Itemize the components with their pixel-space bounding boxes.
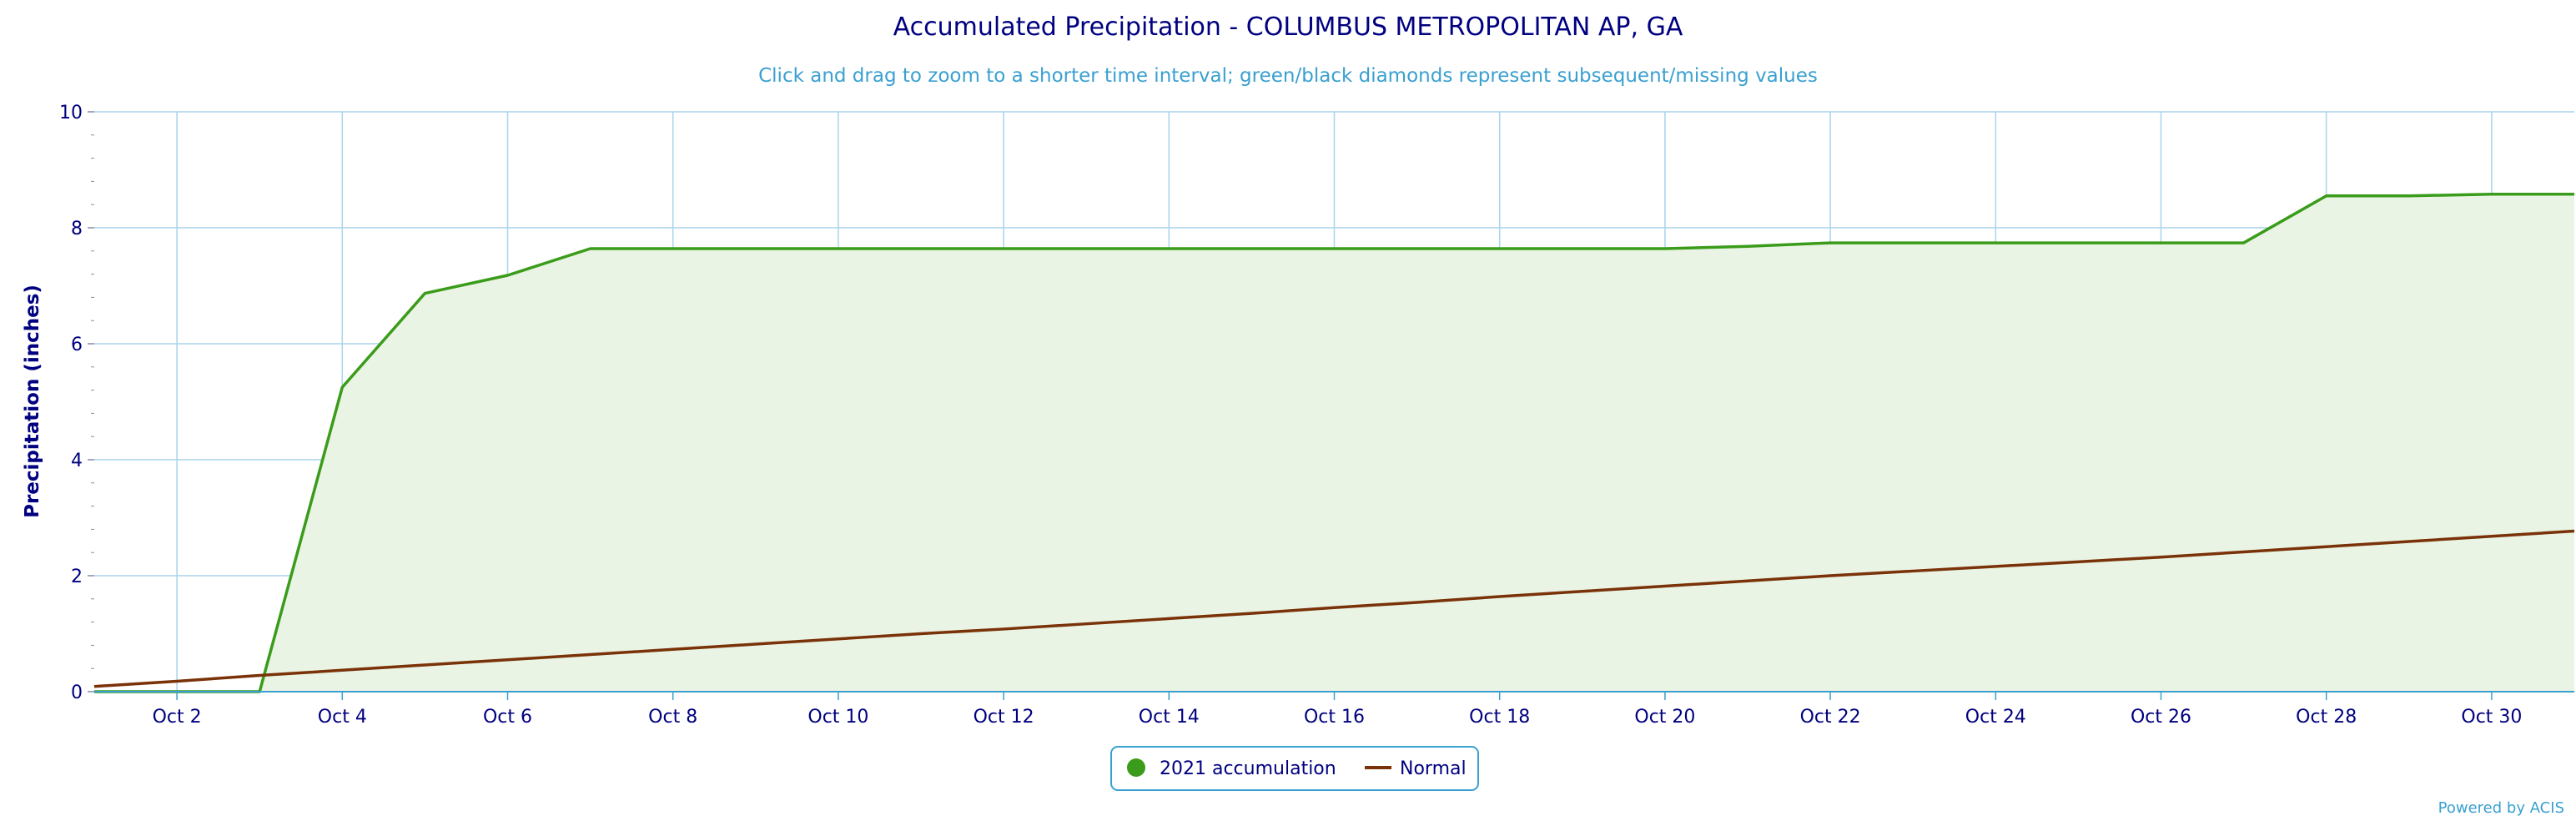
credits-link[interactable]: Powered by ACIS [2438,799,2564,817]
accumulation-point-30[interactable] [2488,191,2495,198]
normal-point-22[interactable] [1827,572,1834,579]
legend-label-normal: Normal [1400,758,1467,779]
x-tick-label-10: Oct 10 [808,707,868,728]
x-tick-label-18: Oct 18 [1469,707,1530,728]
accumulation-point-17[interactable] [1414,245,1421,252]
accumulation-point-27[interactable] [2241,239,2247,246]
normal-point-5[interactable] [421,662,428,668]
accumulation-point-14[interactable] [1165,245,1172,252]
normal-point-25[interactable] [2075,558,2081,565]
accumulation-point-13[interactable] [1083,245,1089,252]
normal-point-8[interactable] [670,646,677,652]
normal-point-23[interactable] [1909,567,1916,574]
normal-point-13[interactable] [1083,621,1089,627]
x-tick-label-12: Oct 12 [974,707,1034,728]
normal-point-6[interactable] [505,657,511,663]
x-tick-label-16: Oct 16 [1304,707,1365,728]
accumulation-point-8[interactable] [670,245,677,252]
legend-item-2021-accumulation[interactable]: 2021 accumulation [1127,758,1336,779]
normal-point-29[interactable] [2406,538,2412,545]
normal-point-1[interactable] [91,683,98,690]
normal-point-19[interactable] [1579,588,1586,595]
x-tick-label-24: Oct 24 [1965,707,2026,728]
normal-point-20[interactable] [1662,583,1668,590]
accumulation-point-29[interactable] [2406,193,2412,199]
accumulation-point-15[interactable] [1248,245,1255,252]
x-tick-label-4: Oct 4 [318,707,367,728]
normal-point-4[interactable] [339,667,345,673]
series-layer [91,191,2575,693]
normal-point-30[interactable] [2488,533,2495,540]
accumulation-point-25[interactable] [2075,239,2081,246]
y-tick-label-6: 6 [71,335,83,355]
accumulation-point-21[interactable] [1744,243,1751,249]
x-axis: Oct 2 Oct 4 Oct 6 Oct 8 Oct 10 Oct 12 Oct 14 Oc… [94,691,2574,728]
legend-marker-2021-accumulation [1127,758,1145,777]
normal-point-26[interactable] [2158,554,2165,561]
x-tick-label-28: Oct 28 [2296,707,2357,728]
y-tick-label-0: 0 [71,682,83,703]
normal-point-24[interactable] [1992,563,1999,570]
chart-title: Accumulated Precipitation - COLUMBUS MET… [893,13,1683,42]
accumulation-point-16[interactable] [1331,245,1338,252]
y-axis-label: Precipitation (inches) [22,285,43,518]
series-line-normal[interactable] [93,529,2575,688]
normal-point-11[interactable] [918,631,924,637]
x-tick-label-22: Oct 22 [1800,707,1861,728]
y-tick-label-2: 2 [71,567,83,587]
accumulation-point-24[interactable] [1992,239,1999,246]
y-tick-label-4: 4 [71,451,83,471]
legend-label-2021-accumulation: 2021 accumulation [1160,758,1336,779]
accumulation-point-9[interactable] [752,245,759,252]
accumulation-point-19[interactable] [1579,245,1586,252]
normal-point-7[interactable] [587,652,594,658]
x-tick-label-8: Oct 8 [648,707,697,728]
accumulation-point-23[interactable] [1909,239,1916,246]
accumulation-point-7[interactable] [587,245,594,252]
normal-point-18[interactable] [1497,593,1503,600]
legend[interactable]: 2021 accumulation Normal [1110,746,1479,791]
accumulation-point-6[interactable] [505,272,511,279]
legend-item-normal[interactable]: Normal [1365,758,1467,779]
y-tick-label-10: 10 [59,103,83,123]
normal-point-27[interactable] [2241,549,2247,556]
x-tick-label-6: Oct 6 [483,707,532,728]
accumulation-point-12[interactable] [1000,245,1007,252]
normal-point-9[interactable] [752,641,759,647]
x-tick-label-2: Oct 2 [153,707,202,728]
normal-point-3[interactable] [256,672,263,679]
accumulation-point-4[interactable] [339,384,345,390]
accumulation-point-28[interactable] [2323,193,2330,199]
x-tick-label-14: Oct 14 [1139,707,1200,728]
normal-point-16[interactable] [1331,604,1338,611]
normal-point-10[interactable] [835,636,842,642]
accumulation-point-18[interactable] [1497,245,1503,252]
normal-point-2[interactable] [174,677,180,684]
accumulation-point-22[interactable] [1827,239,1834,246]
normal-point-14[interactable] [1165,615,1172,622]
normal-point-21[interactable] [1744,577,1751,584]
normal-point-28[interactable] [2323,543,2330,550]
x-tick-label-30: Oct 30 [2461,707,2522,728]
normal-point-17[interactable] [1414,599,1421,606]
chart-subtitle: Click and drag to zoom to a shorter time… [758,65,1818,87]
y-tick-label-8: 8 [71,219,83,239]
accumulation-point-20[interactable] [1662,245,1668,252]
series-line-2021-accumulation[interactable] [94,192,2574,693]
legend-box [1110,746,1479,791]
x-tick-label-20: Oct 20 [1634,707,1695,728]
accumulation-point-10[interactable] [835,245,842,252]
normal-point-15[interactable] [1248,610,1255,617]
accumulation-point-26[interactable] [2158,239,2165,246]
x-tick-label-26: Oct 26 [2131,707,2191,728]
accumulation-point-11[interactable] [918,245,924,252]
y-axis: 0 2 4 6 8 10 [59,103,94,703]
accumulation-point-5[interactable] [421,290,428,297]
normal-point-12[interactable] [1000,626,1007,632]
